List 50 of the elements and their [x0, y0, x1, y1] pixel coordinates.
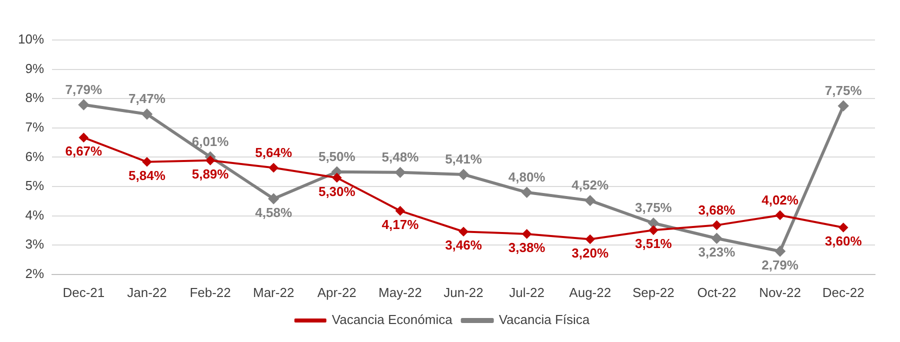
legend-label: Vacancia Física	[498, 312, 590, 328]
y-tick-label: 9%	[25, 60, 44, 76]
x-tick-label: Dec-22	[822, 284, 864, 300]
data-label: 4,02%	[762, 192, 799, 208]
data-label: 3,68%	[698, 202, 736, 218]
data-label: 5,41%	[445, 152, 482, 167]
data-label: 4,58%	[255, 204, 292, 220]
data-label: 3,75%	[634, 200, 672, 216]
data-label: 3,60%	[824, 234, 862, 249]
data-label: 3,46%	[445, 238, 482, 253]
data-label: 5,64%	[255, 144, 292, 160]
data-label: 4,80%	[508, 169, 546, 184]
y-tick-label: 8%	[25, 90, 44, 106]
y-tick-label: 4%	[25, 207, 44, 222]
x-tick-label: Sep-22	[632, 284, 674, 300]
data-label: 5,89%	[192, 166, 230, 182]
x-tick-label: May-22	[378, 284, 422, 300]
y-tick-label: 3%	[25, 236, 44, 252]
y-tick-label: 2%	[25, 266, 44, 281]
data-label: 7,79%	[65, 82, 103, 97]
data-label: 3,23%	[698, 244, 736, 260]
legend-label: Vacancia Económica	[332, 312, 454, 328]
data-label: 7,47%	[128, 91, 166, 106]
data-label: 5,30%	[318, 184, 356, 199]
x-tick-label: Apr-22	[317, 284, 356, 300]
data-label: 5,48%	[382, 150, 420, 165]
data-label: 2,79%	[762, 257, 799, 272]
y-tick-label: 7%	[25, 119, 44, 134]
x-tick-label: Dec-21	[62, 284, 105, 300]
data-label: 4,17%	[382, 216, 420, 232]
data-label: 5,84%	[128, 168, 166, 183]
x-tick-label: Nov-22	[759, 284, 801, 300]
x-tick-label: Aug-22	[569, 284, 612, 300]
x-tick-label: Jul-22	[509, 284, 545, 300]
data-label: 6,67%	[65, 144, 103, 159]
x-tick-label: Feb-22	[190, 284, 231, 300]
y-tick-label: 10%	[18, 32, 44, 47]
x-tick-label: Oct-22	[697, 284, 736, 300]
y-tick-label: 5%	[25, 178, 44, 194]
x-tick-label: Jan-22	[127, 284, 167, 300]
x-tick-label: Jun-22	[444, 284, 484, 300]
data-label: 7,75%	[824, 83, 862, 98]
x-tick-label: Mar-22	[252, 284, 294, 300]
data-label: 5,50%	[318, 148, 356, 164]
data-label: 6,01%	[192, 134, 230, 149]
data-label: 4,52%	[572, 178, 609, 193]
y-tick-label: 6%	[25, 148, 44, 164]
data-label: 3,20%	[572, 245, 609, 260]
data-label: 3,51%	[634, 236, 672, 252]
data-label: 3,38%	[508, 240, 546, 256]
